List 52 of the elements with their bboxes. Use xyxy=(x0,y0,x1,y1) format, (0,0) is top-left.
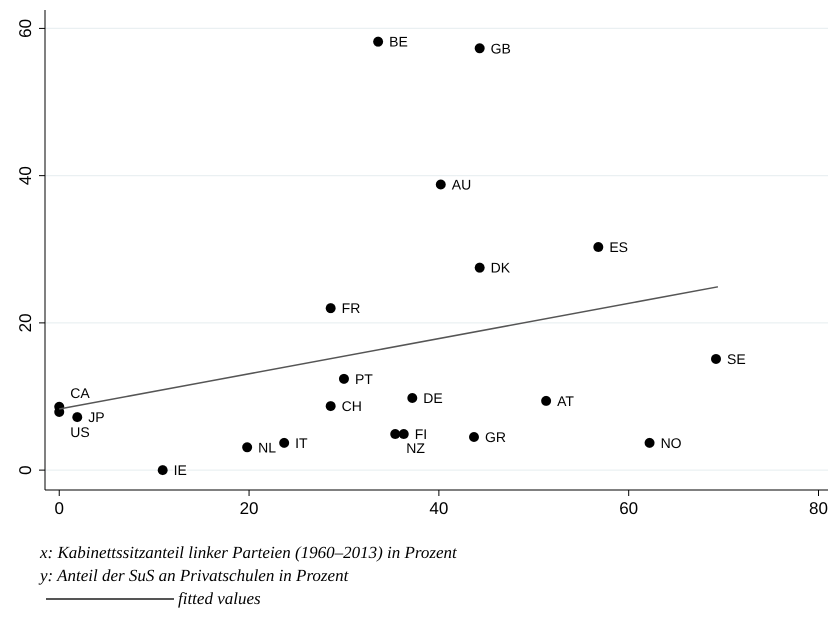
annotation: ES xyxy=(609,239,628,256)
annotation: AT xyxy=(557,392,574,409)
text: x: Kabinettssitzanteil linker Parteien (1960–2013) in Prozent xyxy=(39,543,458,562)
x-tick-label: 40 xyxy=(429,499,448,518)
x-tick-label: 20 xyxy=(240,499,259,518)
annotation: US xyxy=(70,424,90,440)
annotation: NL xyxy=(258,439,276,456)
point xyxy=(279,438,290,448)
annotation: DE xyxy=(423,390,443,406)
annotation: GB xyxy=(490,40,511,56)
annotation: DK xyxy=(490,260,511,276)
point xyxy=(436,179,446,190)
annotation: FI xyxy=(414,426,428,442)
point xyxy=(326,401,336,412)
text: fitted values xyxy=(178,589,261,608)
y-tick-label: 40 xyxy=(16,166,35,186)
annotation: BE xyxy=(389,34,408,50)
point xyxy=(338,374,349,384)
point xyxy=(326,303,336,314)
annotation: IT xyxy=(295,434,308,451)
point xyxy=(474,43,485,54)
point xyxy=(390,429,400,440)
point xyxy=(398,429,409,440)
point xyxy=(242,442,252,452)
annotation: GR xyxy=(484,428,506,445)
point xyxy=(474,262,485,273)
point xyxy=(407,392,418,403)
x-tick-label: 0 xyxy=(54,499,64,518)
x-tick-label: 80 xyxy=(809,499,828,518)
annotation: CA xyxy=(70,384,90,401)
text: y: Anteil der SuS an Privatschulen in Prozent xyxy=(38,566,350,585)
point xyxy=(593,242,604,252)
annotation: CH xyxy=(342,398,362,414)
annotation: NZ xyxy=(406,440,426,456)
point xyxy=(158,465,168,476)
annotation: SE xyxy=(727,350,746,367)
point xyxy=(468,432,479,442)
annotation: FR xyxy=(342,300,360,316)
annotation: IE xyxy=(174,462,187,478)
annotation: PT xyxy=(354,370,374,387)
point xyxy=(373,36,384,47)
y-tick-label: 20 xyxy=(16,313,35,332)
point xyxy=(541,396,552,406)
annotation: AU xyxy=(452,176,472,192)
x-tick-label: 60 xyxy=(619,499,638,518)
y-tick-label: 0 xyxy=(16,465,35,475)
point xyxy=(644,438,655,448)
annotation: JP xyxy=(88,409,105,426)
point xyxy=(711,354,722,364)
y-tick-label: 60 xyxy=(16,18,35,38)
point xyxy=(72,412,82,422)
annotation: NO xyxy=(660,434,682,451)
